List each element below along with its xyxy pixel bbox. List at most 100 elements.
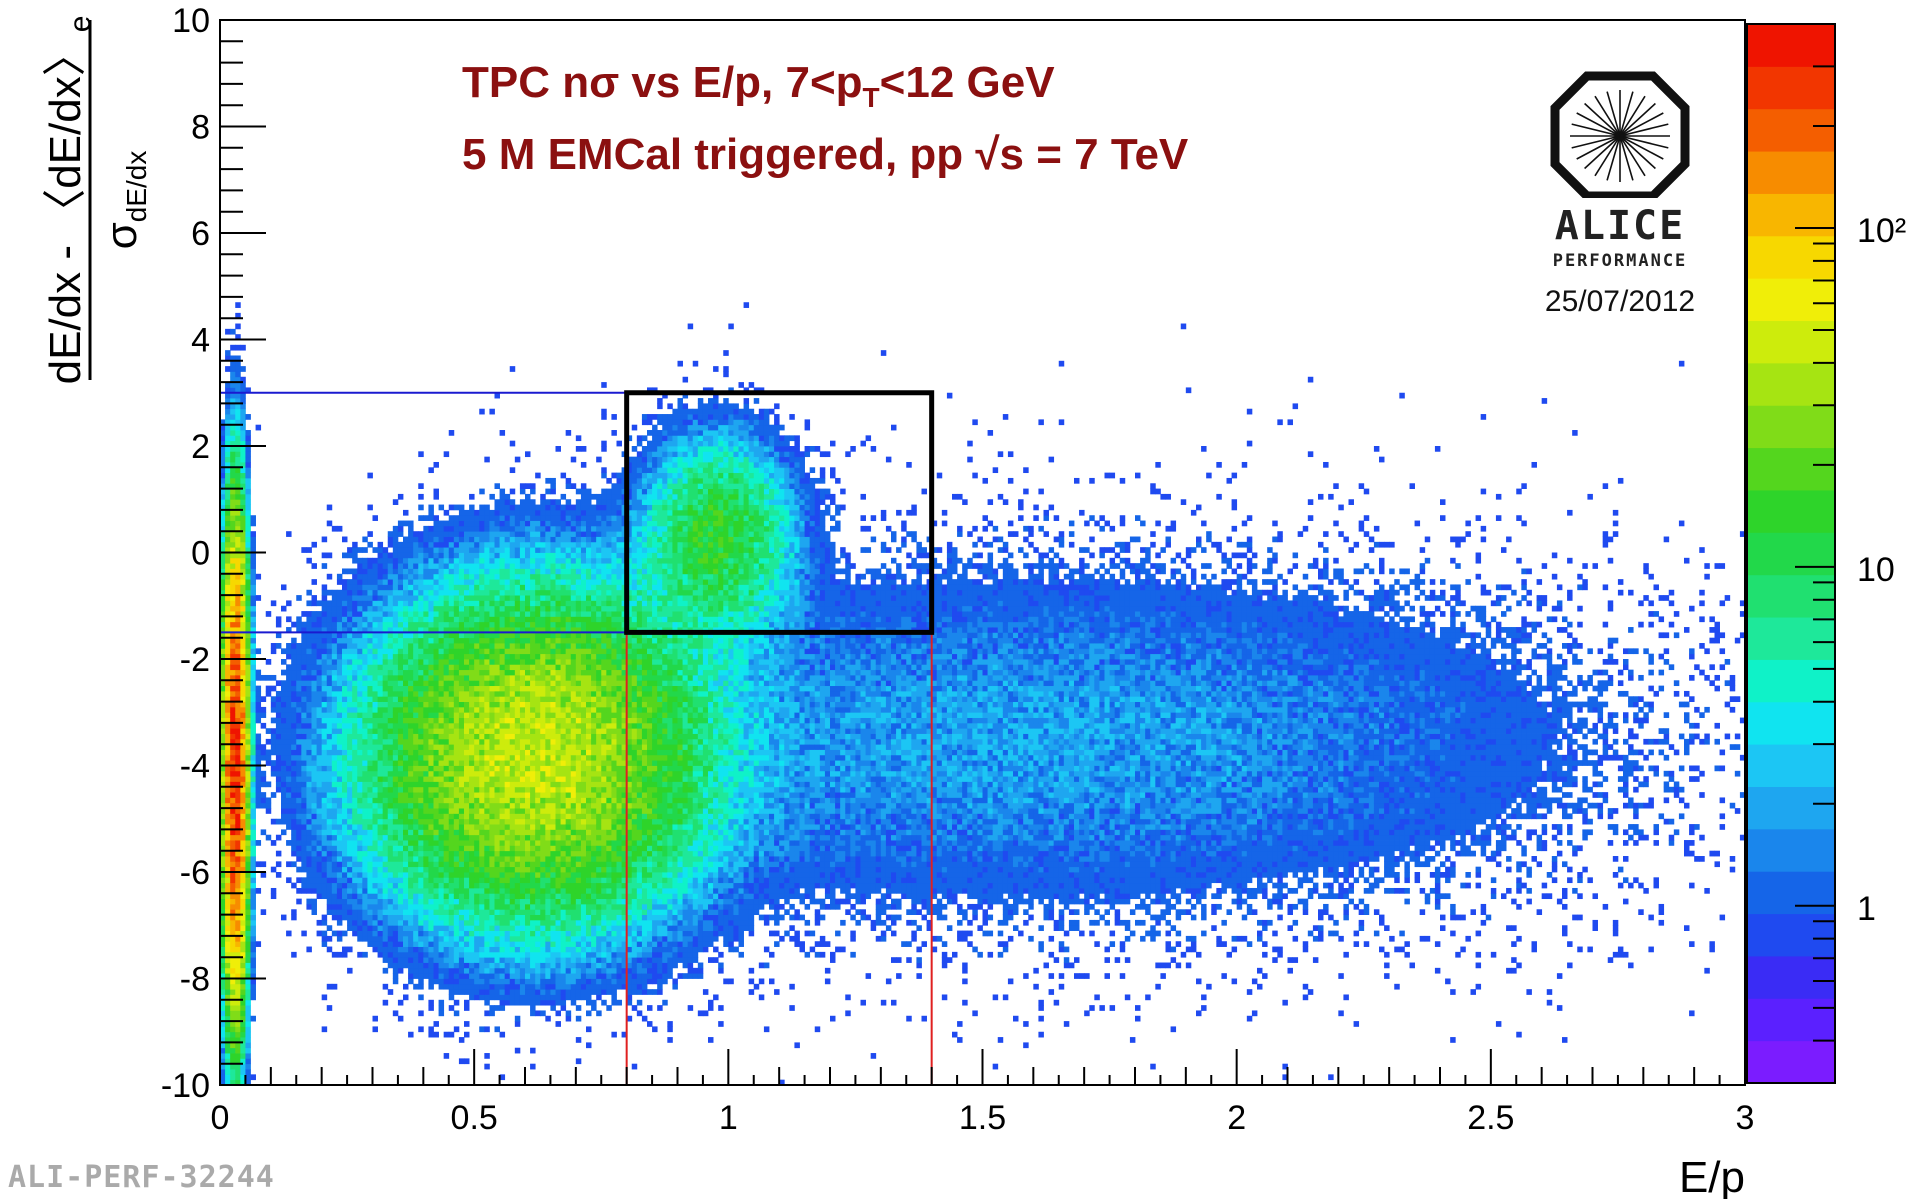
heatmap-cell bbox=[317, 680, 322, 686]
heatmap-cell bbox=[225, 989, 230, 995]
heatmap-cell bbox=[337, 600, 342, 606]
heatmap-cell bbox=[434, 925, 439, 931]
heatmap-cell bbox=[225, 457, 230, 463]
heatmap-cell bbox=[469, 680, 474, 686]
heatmap-cell bbox=[388, 755, 393, 761]
heatmap-cell bbox=[474, 537, 479, 543]
heatmap-cell bbox=[357, 766, 362, 772]
heatmap-cell bbox=[489, 606, 494, 612]
heatmap-cell bbox=[403, 744, 408, 750]
heatmap-cell bbox=[423, 909, 428, 915]
heatmap-cell bbox=[479, 686, 484, 692]
heatmap-cell bbox=[245, 1042, 250, 1048]
heatmap-cell bbox=[464, 845, 469, 851]
heatmap-cell bbox=[245, 1064, 250, 1070]
heatmap-cell bbox=[388, 750, 393, 756]
heatmap-cell bbox=[281, 760, 286, 766]
heatmap-cell bbox=[251, 989, 256, 995]
heatmap-cell bbox=[230, 963, 235, 969]
heatmap-cell bbox=[474, 521, 479, 527]
heatmap-cell bbox=[495, 675, 500, 681]
heatmap-cell bbox=[342, 947, 347, 953]
heatmap-cell bbox=[520, 856, 525, 862]
heatmap-cell bbox=[408, 840, 413, 846]
heatmap-cell bbox=[489, 893, 494, 899]
heatmap-cell bbox=[245, 680, 250, 686]
heatmap-cell bbox=[296, 680, 301, 686]
heatmap-cell bbox=[240, 728, 245, 734]
heatmap-cell bbox=[423, 835, 428, 841]
heatmap-cell bbox=[423, 941, 428, 947]
heatmap-cell bbox=[337, 813, 342, 819]
heatmap-cell bbox=[357, 920, 362, 926]
heatmap-cell bbox=[469, 584, 474, 590]
heatmap-cell bbox=[373, 616, 378, 622]
heatmap-cell bbox=[388, 803, 393, 809]
heatmap-cell bbox=[434, 781, 439, 787]
heatmap-cell bbox=[418, 537, 423, 543]
heatmap-cell bbox=[454, 739, 459, 745]
heatmap-cell bbox=[489, 547, 494, 553]
heatmap-cell bbox=[367, 696, 372, 702]
heatmap-cell bbox=[423, 952, 428, 958]
heatmap-cell bbox=[464, 808, 469, 814]
heatmap-cell bbox=[500, 547, 505, 553]
heatmap-cell bbox=[500, 1000, 505, 1006]
heatmap-cell bbox=[479, 515, 484, 521]
heatmap-cell bbox=[484, 872, 489, 878]
heatmap-cell bbox=[245, 584, 250, 590]
heatmap-cell bbox=[301, 840, 306, 846]
heatmap-cell bbox=[271, 739, 276, 745]
heatmap-cell bbox=[428, 718, 433, 724]
heatmap-cell bbox=[332, 952, 337, 958]
heatmap-cell bbox=[306, 744, 311, 750]
heatmap-cell bbox=[413, 899, 418, 905]
heatmap-cell bbox=[322, 739, 327, 745]
heatmap-cell bbox=[454, 840, 459, 846]
heatmap-cell bbox=[388, 696, 393, 702]
heatmap-cell bbox=[286, 771, 291, 777]
heatmap-cell bbox=[495, 499, 500, 505]
heatmap-cell bbox=[393, 973, 398, 979]
heatmap-cell bbox=[474, 712, 479, 718]
heatmap-cell bbox=[525, 968, 530, 974]
heatmap-cell bbox=[383, 792, 388, 798]
heatmap-cell bbox=[413, 531, 418, 537]
heatmap-cell bbox=[373, 824, 378, 830]
heatmap-cell bbox=[434, 579, 439, 585]
heatmap-cell bbox=[403, 829, 408, 835]
heatmap-cell bbox=[296, 899, 301, 905]
heatmap-cell bbox=[408, 957, 413, 963]
heatmap-cell bbox=[261, 829, 266, 835]
heatmap-cell bbox=[418, 776, 423, 782]
heatmap-cell bbox=[474, 819, 479, 825]
heatmap-cell bbox=[454, 851, 459, 857]
heatmap-cell bbox=[454, 728, 459, 734]
heatmap-cell bbox=[520, 872, 525, 878]
heatmap-cell bbox=[398, 893, 403, 899]
heatmap-cell bbox=[286, 813, 291, 819]
heatmap-cell bbox=[500, 968, 505, 974]
heatmap-cell bbox=[525, 611, 530, 617]
heatmap-cell bbox=[322, 872, 327, 878]
heatmap-cell bbox=[342, 712, 347, 718]
heatmap-cell bbox=[474, 909, 479, 915]
heatmap-cell bbox=[306, 558, 311, 564]
heatmap-cell bbox=[296, 696, 301, 702]
heatmap-cell bbox=[383, 680, 388, 686]
heatmap-cell bbox=[362, 931, 367, 937]
heatmap-cell bbox=[525, 616, 530, 622]
heatmap-cell bbox=[444, 792, 449, 798]
heatmap-cell bbox=[296, 760, 301, 766]
heatmap-cell bbox=[378, 723, 383, 729]
heatmap-cell bbox=[505, 563, 510, 569]
heatmap-cell bbox=[251, 707, 256, 713]
heatmap-cell bbox=[464, 590, 469, 596]
heatmap-cell bbox=[240, 622, 245, 628]
heatmap-cell bbox=[251, 781, 256, 787]
heatmap-cell bbox=[469, 750, 474, 756]
heatmap-cell bbox=[428, 750, 433, 756]
heatmap-cell bbox=[398, 925, 403, 931]
heatmap-cell bbox=[251, 899, 256, 905]
heatmap-cell bbox=[393, 813, 398, 819]
